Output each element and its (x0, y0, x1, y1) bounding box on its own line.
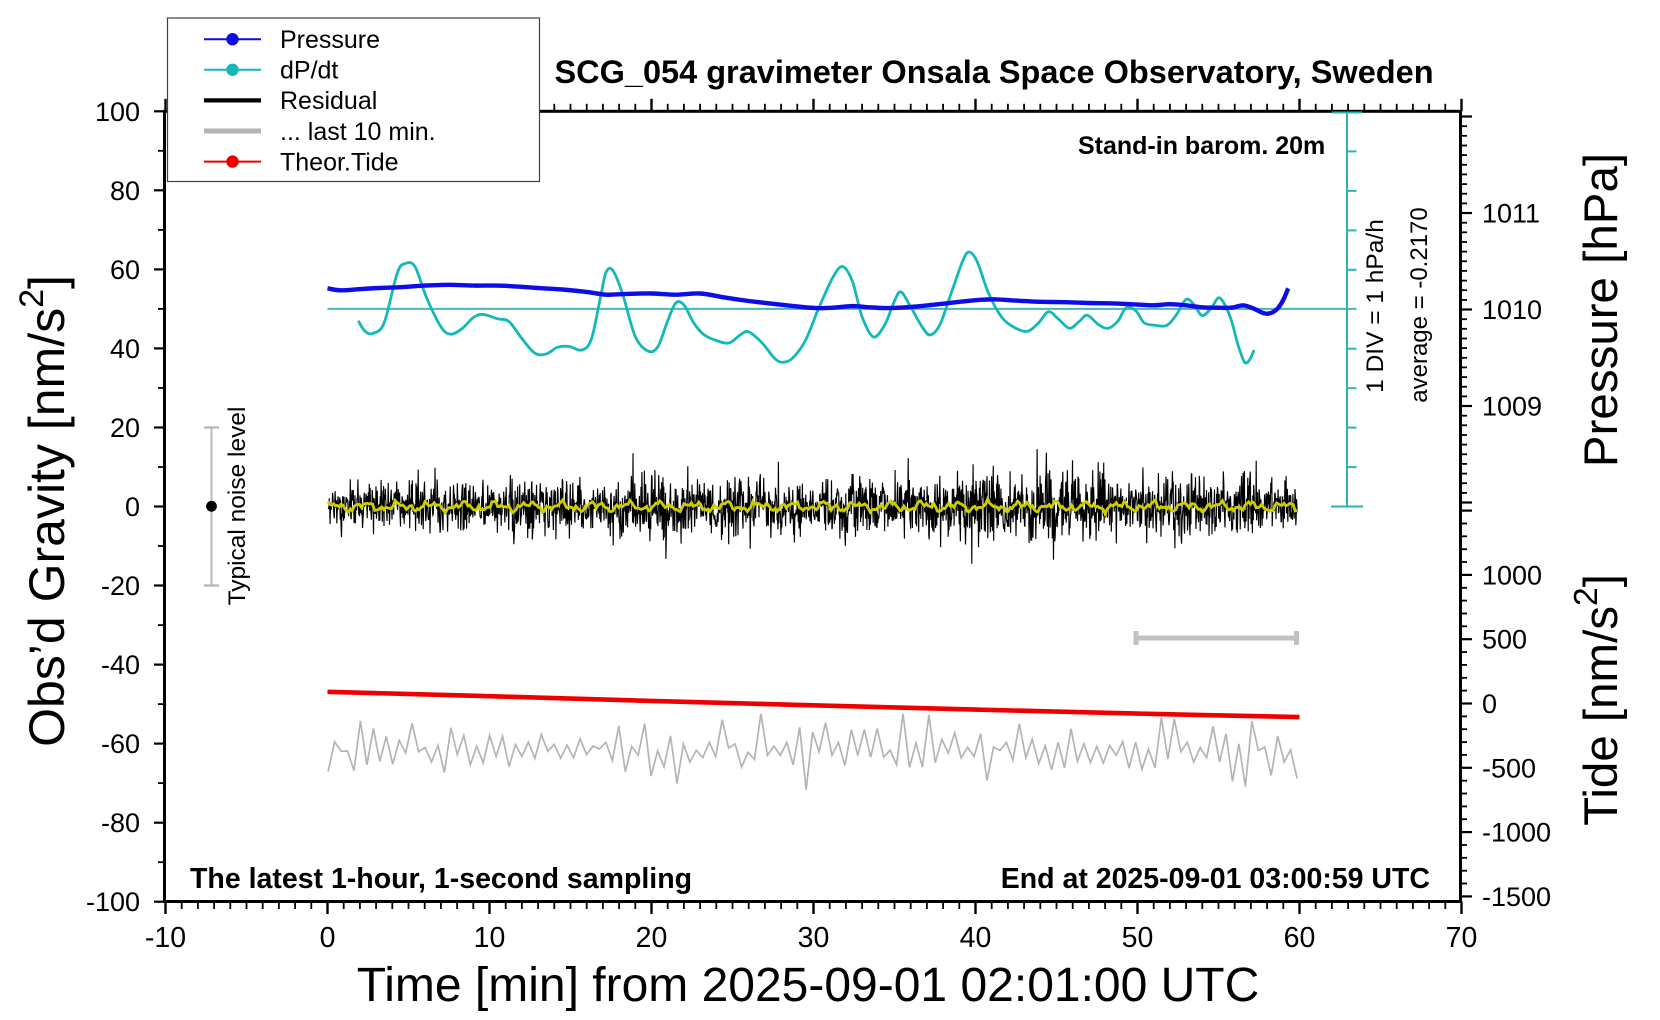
svg-text:Pressure: Pressure (280, 26, 380, 54)
svg-text:-20: -20 (101, 571, 140, 601)
svg-text:1 DIV = 1 hPa/h: 1 DIV = 1 hPa/h (1362, 219, 1389, 393)
svg-text:-100: -100 (86, 887, 140, 917)
svg-text:1011: 1011 (1482, 199, 1540, 229)
svg-text:-1000: -1000 (1482, 818, 1551, 848)
svg-text:Time [min] from 2025-09-01 02:: Time [min] from 2025-09-01 02:01:00 UTC (357, 959, 1260, 1012)
svg-text:70: 70 (1446, 922, 1478, 954)
svg-text:500: 500 (1482, 625, 1527, 655)
svg-text:100: 100 (95, 97, 140, 127)
svg-text:Residual: Residual (280, 87, 377, 115)
svg-text:-40: -40 (101, 650, 140, 680)
svg-text:80: 80 (110, 176, 140, 206)
svg-text:60: 60 (1284, 922, 1316, 954)
svg-text:60: 60 (110, 255, 140, 285)
svg-text:Stand-in barom. 20m: Stand-in barom. 20m (1078, 132, 1325, 160)
svg-text:20: 20 (110, 413, 140, 443)
svg-text:0: 0 (320, 922, 336, 954)
svg-text:dP/dt: dP/dt (280, 57, 338, 85)
svg-text:1010: 1010 (1482, 295, 1542, 325)
svg-text:50: 50 (1122, 922, 1154, 954)
svg-text:40: 40 (960, 922, 992, 954)
svg-text:1000: 1000 (1482, 560, 1542, 590)
svg-text:0: 0 (125, 492, 140, 522)
svg-text:-1500: -1500 (1482, 882, 1551, 912)
svg-text:Pressure [hPa]: Pressure [hPa] (1575, 153, 1628, 467)
svg-text:Theor.Tide: Theor.Tide (280, 148, 399, 176)
svg-text:40: 40 (110, 334, 140, 364)
svg-text:-80: -80 (101, 808, 140, 838)
svg-text:... last 10 min.: ... last 10 min. (280, 118, 436, 146)
svg-text:Obs’d Gravity [nm/s2]: Obs’d Gravity [nm/s2] (13, 275, 75, 747)
svg-text:30: 30 (798, 922, 830, 954)
svg-text:Tide [nm/s2]: Tide [nm/s2] (1568, 574, 1628, 826)
svg-text:-60: -60 (101, 729, 140, 759)
svg-text:20: 20 (636, 922, 668, 954)
svg-text:End at 2025-09-01 03:00:59 UTC: End at 2025-09-01 03:00:59 UTC (1001, 863, 1430, 895)
svg-text:1009: 1009 (1482, 392, 1542, 422)
svg-text:0: 0 (1482, 689, 1497, 719)
svg-text:-500: -500 (1482, 753, 1536, 783)
svg-text:The latest 1-hour, 1-second sa: The latest 1-hour, 1-second sampling (190, 863, 692, 895)
svg-text:average = -0.2170: average = -0.2170 (1406, 207, 1433, 402)
svg-text:10: 10 (474, 922, 506, 954)
svg-text:SCG_054 gravimeter Onsala Spac: SCG_054 gravimeter Onsala Space Observat… (554, 54, 1433, 90)
svg-text:Typical noise level: Typical noise level (224, 407, 251, 606)
svg-text:-10: -10 (145, 922, 186, 954)
